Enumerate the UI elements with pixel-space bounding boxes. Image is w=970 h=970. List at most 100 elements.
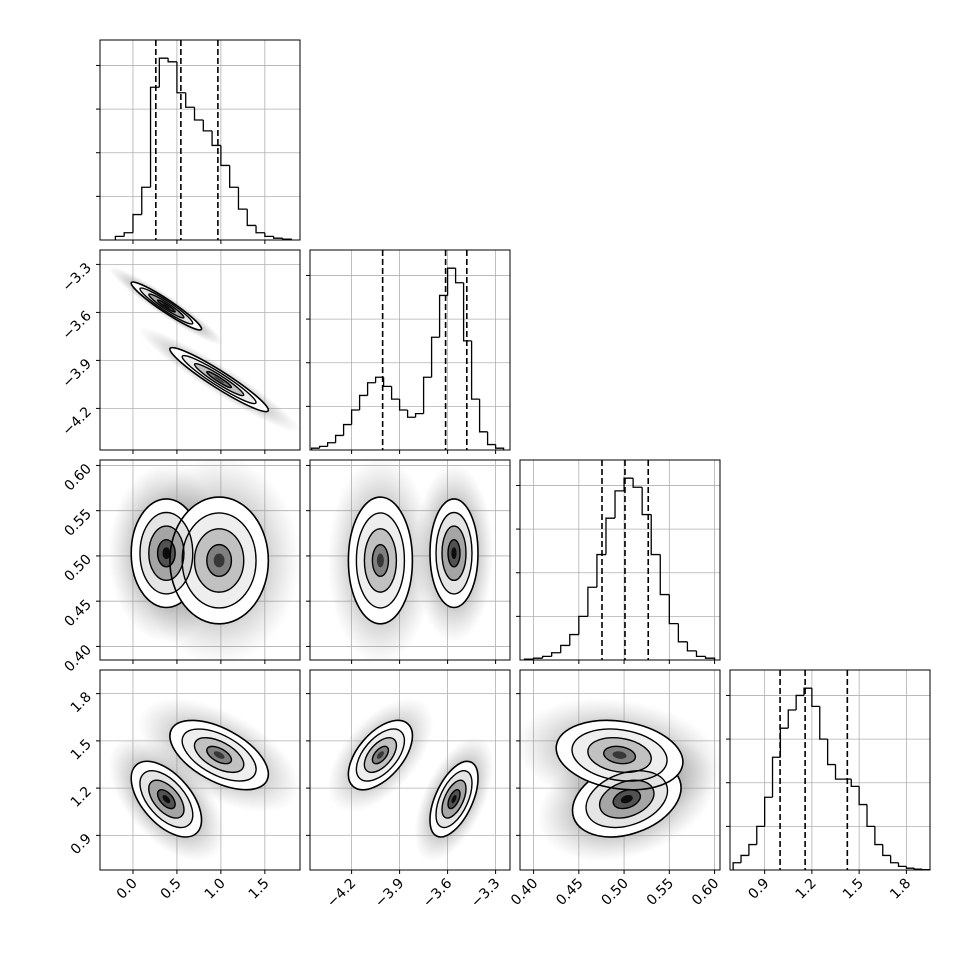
histogram-step — [905, 866, 915, 869]
histogram-step — [470, 340, 480, 400]
histogram-step — [454, 268, 464, 284]
histogram-step — [158, 57, 169, 88]
density-peak — [213, 751, 225, 759]
histogram-step — [422, 376, 432, 414]
panel-frame — [309, 459, 511, 661]
histogram-step — [650, 514, 661, 556]
histogram-step — [819, 706, 828, 740]
histogram-step — [310, 447, 320, 450]
histogram-step — [858, 786, 868, 806]
histogram-step — [686, 641, 697, 652]
density-peak — [162, 547, 171, 560]
panel-content — [100, 250, 300, 450]
histogram-step — [229, 165, 239, 188]
density-peak — [162, 303, 171, 309]
histogram-step — [478, 399, 488, 433]
histogram-step — [756, 825, 765, 845]
density-peak — [376, 751, 384, 759]
panel-content — [520, 670, 720, 870]
histogram-step — [771, 756, 781, 798]
histogram-step — [551, 652, 561, 657]
histogram-step — [350, 409, 360, 425]
histogram-step — [605, 517, 616, 555]
histogram-step — [763, 796, 773, 827]
histogram-step — [185, 92, 195, 108]
histogram-step — [659, 554, 670, 596]
histogram-step — [866, 804, 875, 828]
histogram-step — [732, 862, 742, 870]
histogram-step — [834, 764, 844, 780]
histogram-step — [193, 107, 204, 121]
panel-content — [310, 460, 510, 660]
histogram-step — [318, 445, 328, 449]
histogram-step — [414, 412, 424, 418]
panel — [306, 249, 511, 454]
histogram-step — [202, 120, 213, 132]
histogram-step — [826, 739, 836, 766]
histogram-step — [695, 650, 706, 658]
histogram-step — [748, 843, 757, 856]
histogram-step — [246, 209, 257, 227]
histogram-step — [114, 235, 125, 240]
panel-content — [310, 670, 510, 870]
panel-content — [100, 40, 300, 240]
density-peak — [213, 553, 225, 568]
panel-content — [520, 460, 720, 660]
histogram-step — [787, 709, 797, 729]
histogram-step — [326, 442, 336, 447]
histogram-step — [132, 213, 142, 233]
histogram-step — [398, 399, 408, 411]
panel-frame — [309, 249, 511, 451]
histogram-step — [366, 382, 376, 396]
histogram-step — [913, 868, 923, 870]
histogram-step — [668, 594, 679, 625]
panel-frame — [519, 459, 721, 661]
panel-frame — [99, 39, 301, 241]
panel-content — [100, 460, 300, 660]
panel: −4.2−3.9−3.6−3.3 — [59, 249, 301, 454]
histogram-step — [560, 644, 570, 653]
histogram-step — [803, 687, 812, 696]
histogram-step — [272, 236, 283, 239]
panel-content — [310, 250, 510, 450]
histogram-step — [406, 410, 416, 418]
panel-frame — [99, 249, 301, 451]
histogram-step — [587, 586, 597, 617]
panel: 0.400.450.500.550.60 — [61, 459, 301, 675]
histogram-step — [569, 633, 579, 646]
histogram-step — [882, 844, 891, 857]
histogram-step — [264, 232, 274, 238]
histogram-step — [740, 854, 749, 863]
panel-frame — [99, 459, 301, 661]
panel-frame — [309, 669, 511, 871]
histogram-step — [897, 862, 907, 868]
histogram-step — [255, 225, 265, 234]
density-peak — [451, 794, 457, 804]
histogram-step — [237, 187, 248, 210]
density-peak — [451, 547, 457, 560]
histogram-step — [486, 431, 496, 446]
panel-frame — [519, 669, 721, 871]
panel — [516, 459, 721, 664]
histogram-step — [704, 656, 716, 660]
histogram-step — [167, 58, 177, 63]
histogram-step — [874, 826, 883, 846]
density-peak — [213, 376, 225, 384]
density-peak — [376, 553, 384, 568]
histogram-step — [889, 855, 899, 864]
histogram-step — [390, 386, 400, 400]
histogram-step — [850, 779, 860, 788]
histogram-step — [462, 282, 472, 342]
histogram-step — [632, 478, 643, 488]
histogram-step — [123, 232, 133, 237]
histogram-step — [176, 61, 186, 94]
density-peak — [620, 794, 633, 804]
histogram-step — [141, 186, 151, 215]
panel-content — [100, 670, 300, 870]
histogram-step — [342, 423, 352, 436]
histogram-step — [623, 477, 634, 491]
histogram-step — [430, 336, 440, 378]
histogram-step — [446, 267, 456, 296]
